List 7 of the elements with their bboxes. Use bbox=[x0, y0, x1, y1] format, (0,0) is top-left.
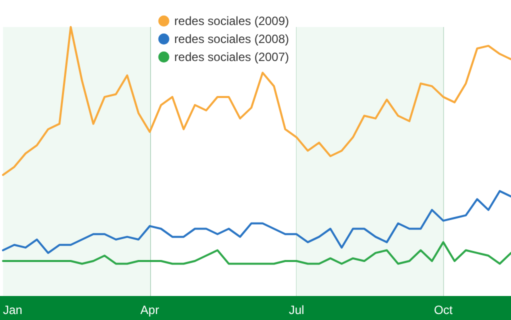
x-tick-label: Jan bbox=[3, 303, 22, 317]
x-tick-label: Jul bbox=[288, 303, 304, 317]
legend-label: redes sociales (2007) bbox=[174, 50, 290, 64]
x-tick-label: Oct bbox=[434, 303, 454, 317]
legend-label: redes sociales (2009) bbox=[174, 14, 290, 28]
x-tick-label: Apr bbox=[140, 303, 160, 317]
legend-label: redes sociales (2008) bbox=[174, 32, 290, 46]
